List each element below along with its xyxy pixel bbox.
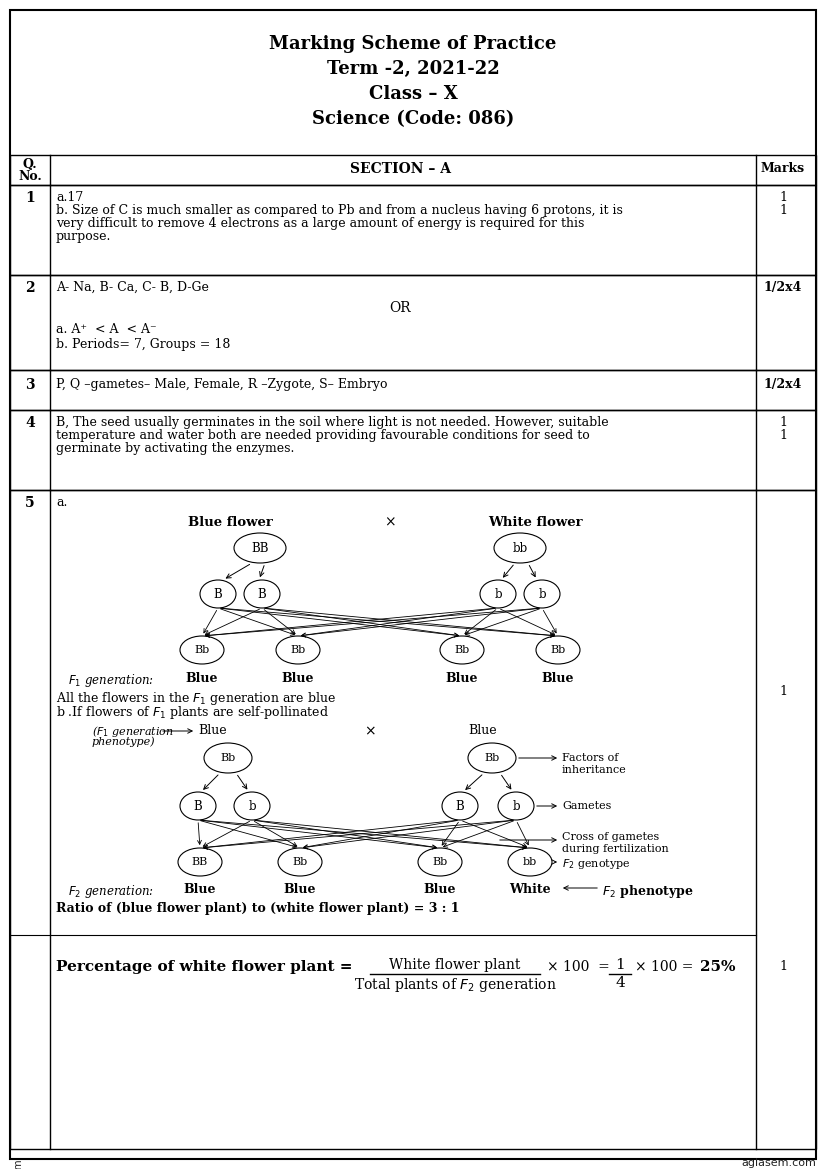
Text: Bb: Bb bbox=[484, 753, 500, 763]
Text: Blue: Blue bbox=[424, 883, 456, 895]
Text: Blue: Blue bbox=[284, 883, 316, 895]
Text: b: b bbox=[494, 588, 502, 601]
Text: Class – X: Class – X bbox=[368, 85, 458, 103]
Bar bbox=[10, 410, 816, 490]
Text: germinate by activating the enzymes.: germinate by activating the enzymes. bbox=[56, 442, 294, 455]
Text: B: B bbox=[214, 588, 222, 601]
Text: docs.aglasem.com: docs.aglasem.com bbox=[13, 1158, 23, 1169]
Text: 1: 1 bbox=[779, 416, 787, 429]
Text: Marks: Marks bbox=[761, 162, 805, 175]
Text: × 100 =: × 100 = bbox=[635, 960, 693, 974]
Bar bbox=[10, 275, 816, 371]
Text: Blue: Blue bbox=[468, 724, 496, 736]
Text: b. Size of C is much smaller as compared to Pb and from a nucleus having 6 proto: b. Size of C is much smaller as compared… bbox=[56, 205, 623, 217]
Text: Percentage of white flower plant =: Percentage of white flower plant = bbox=[56, 960, 353, 974]
Text: B, The seed usually germinates in the soil where light is not needed. However, s: B, The seed usually germinates in the so… bbox=[56, 416, 609, 429]
Text: Blue: Blue bbox=[542, 672, 574, 685]
Text: ×: × bbox=[364, 724, 376, 738]
Text: 1: 1 bbox=[779, 960, 787, 973]
Text: a.17: a.17 bbox=[56, 191, 83, 205]
Text: Blue: Blue bbox=[446, 672, 478, 685]
Text: Bb: Bb bbox=[432, 857, 448, 867]
Text: No.: No. bbox=[18, 170, 42, 184]
Text: 1: 1 bbox=[25, 191, 35, 205]
Text: B: B bbox=[456, 800, 464, 812]
Text: 5: 5 bbox=[25, 496, 35, 510]
Text: Blue flower: Blue flower bbox=[188, 516, 273, 530]
Text: Factors of: Factors of bbox=[562, 753, 619, 763]
Text: Ratio of (blue flower plant) to (white flower plant) = 3 : 1: Ratio of (blue flower plant) to (white f… bbox=[56, 902, 459, 915]
Text: Marking Scheme of Practice: Marking Scheme of Practice bbox=[269, 35, 557, 53]
Text: Blue: Blue bbox=[186, 672, 218, 685]
Text: b: b bbox=[512, 800, 520, 812]
Bar bbox=[10, 185, 816, 275]
Text: aglasem.com: aglasem.com bbox=[741, 1158, 816, 1168]
Text: 1: 1 bbox=[615, 959, 625, 971]
Text: 25%: 25% bbox=[700, 960, 735, 974]
Text: 1: 1 bbox=[779, 685, 787, 698]
Text: Gametes: Gametes bbox=[562, 801, 611, 811]
Bar bbox=[10, 155, 816, 185]
Text: 4: 4 bbox=[25, 416, 35, 430]
Text: Science (Code: 086): Science (Code: 086) bbox=[311, 110, 515, 127]
Text: $F_2$ phenotype: $F_2$ phenotype bbox=[602, 883, 694, 900]
Text: Term -2, 2021-22: Term -2, 2021-22 bbox=[326, 60, 500, 78]
Text: $F_1$ generation:: $F_1$ generation: bbox=[68, 672, 154, 689]
Text: Bb: Bb bbox=[194, 645, 210, 655]
Text: bb: bb bbox=[523, 857, 537, 867]
Text: Bb: Bb bbox=[550, 645, 566, 655]
Text: Blue: Blue bbox=[282, 672, 314, 685]
Text: 1: 1 bbox=[779, 429, 787, 442]
Text: White flower plant: White flower plant bbox=[389, 959, 520, 971]
Text: 1: 1 bbox=[779, 191, 787, 205]
Text: A- Na, B- Ca, C- B, D-Ge: A- Na, B- Ca, C- B, D-Ge bbox=[56, 281, 209, 293]
Text: × 100  =: × 100 = bbox=[547, 960, 610, 974]
Text: 1: 1 bbox=[779, 205, 787, 217]
Text: Bb: Bb bbox=[454, 645, 470, 655]
Text: 2: 2 bbox=[25, 281, 35, 295]
Text: bb: bb bbox=[512, 541, 528, 554]
Text: $F_2$ generation:: $F_2$ generation: bbox=[68, 883, 154, 900]
Text: Blue: Blue bbox=[183, 883, 216, 895]
Text: Bb: Bb bbox=[221, 753, 235, 763]
Text: All the flowers in the $F_1$ generation are blue: All the flowers in the $F_1$ generation … bbox=[56, 690, 336, 707]
Text: a.: a. bbox=[56, 496, 68, 509]
Bar bbox=[10, 490, 816, 1149]
Bar bbox=[10, 371, 816, 410]
Text: b .If flowers of $F_1$ plants are self-pollinated: b .If flowers of $F_1$ plants are self-p… bbox=[56, 704, 329, 721]
Text: b. Periods= 7, Groups = 18: b. Periods= 7, Groups = 18 bbox=[56, 338, 230, 351]
Text: ×: × bbox=[384, 516, 396, 530]
Text: very difficult to remove 4 electrons as a large amount of energy is required for: very difficult to remove 4 electrons as … bbox=[56, 217, 584, 230]
Text: B: B bbox=[193, 800, 202, 812]
Text: Q.: Q. bbox=[22, 158, 37, 171]
Text: White flower: White flower bbox=[487, 516, 582, 530]
Text: White: White bbox=[509, 883, 551, 895]
Text: temperature and water both are needed providing favourable conditions for seed t: temperature and water both are needed pr… bbox=[56, 429, 590, 442]
Text: Cross of gametes: Cross of gametes bbox=[562, 832, 659, 842]
Text: BB: BB bbox=[192, 857, 208, 867]
Text: $F_2$ genotype: $F_2$ genotype bbox=[562, 857, 630, 871]
Text: during fertilization: during fertilization bbox=[562, 844, 669, 855]
Text: ($F_1$ generation: ($F_1$ generation bbox=[92, 724, 174, 739]
Text: 3: 3 bbox=[25, 378, 35, 392]
Text: BB: BB bbox=[251, 541, 268, 554]
Text: 1/2x4: 1/2x4 bbox=[764, 378, 802, 390]
Text: inheritance: inheritance bbox=[562, 765, 627, 775]
Text: a. A⁺  < A  < A⁻: a. A⁺ < A < A⁻ bbox=[56, 323, 157, 336]
Text: b: b bbox=[539, 588, 546, 601]
Text: P, Q –gametes– Male, Female, R –Zygote, S– Embryo: P, Q –gametes– Male, Female, R –Zygote, … bbox=[56, 378, 387, 390]
Text: 1/2x4: 1/2x4 bbox=[764, 281, 802, 293]
Text: Bb: Bb bbox=[292, 857, 307, 867]
Text: phenotype): phenotype) bbox=[92, 736, 155, 747]
Text: Total plants of $F_2$ generation: Total plants of $F_2$ generation bbox=[354, 976, 557, 994]
Text: b: b bbox=[248, 800, 256, 812]
Text: Blue: Blue bbox=[198, 724, 226, 736]
Text: SECTION – A: SECTION – A bbox=[349, 162, 450, 177]
Text: OR: OR bbox=[389, 300, 411, 314]
Text: 4: 4 bbox=[615, 976, 625, 990]
Text: Bb: Bb bbox=[291, 645, 306, 655]
Text: purpose.: purpose. bbox=[56, 230, 112, 243]
Text: B: B bbox=[258, 588, 266, 601]
